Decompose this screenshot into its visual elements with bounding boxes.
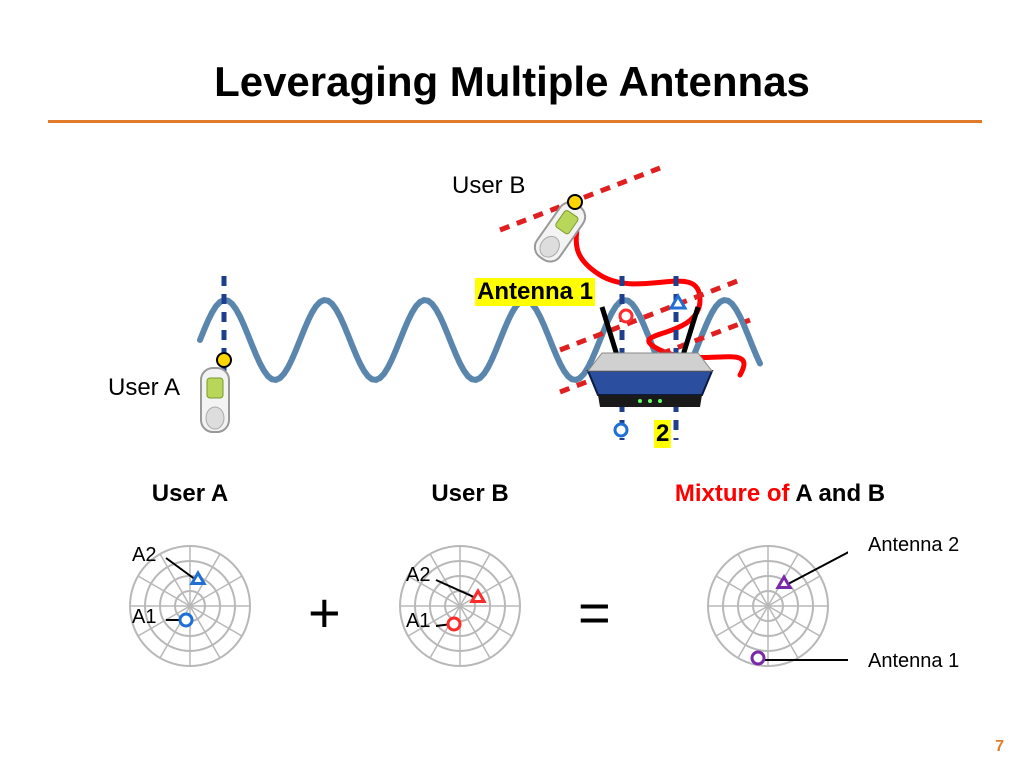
antenna-2-label: 2 [654,420,671,448]
mixture-suffix: A and B [795,480,885,507]
equals-operator: = [578,580,611,645]
panel-title-user-b: User B [360,480,580,508]
polar-a-a2: A2 [132,544,156,567]
plus-operator: + [308,580,341,645]
polar-m-ant1: Antenna 1 [868,650,959,673]
mixture-prefix: Mixture of [675,480,795,507]
polar-b-a2: A2 [406,564,430,587]
user-a-label: User A [108,374,180,402]
page-number: 7 [995,738,1004,756]
user-b-label: User B [452,172,525,200]
wave-diagram: User B Antenna 1 User A 2 [0,140,1024,480]
panels-row: User A User B Mixture of A and B A2 A1 +… [0,480,1024,720]
polar-user-b [380,526,540,686]
polar-a-a1: A1 [132,606,156,629]
slide-title: Leveraging Multiple Antennas [0,58,1024,106]
antenna-1-label: Antenna 1 [475,278,595,306]
panel-title-mixture: Mixture of A and B [640,480,920,508]
polar-b-a1: A1 [406,610,430,633]
title-rule [48,120,982,123]
polar-mixture [688,526,848,686]
panel-title-user-a: User A [80,480,300,508]
polar-m-ant2: Antenna 2 [868,534,959,557]
